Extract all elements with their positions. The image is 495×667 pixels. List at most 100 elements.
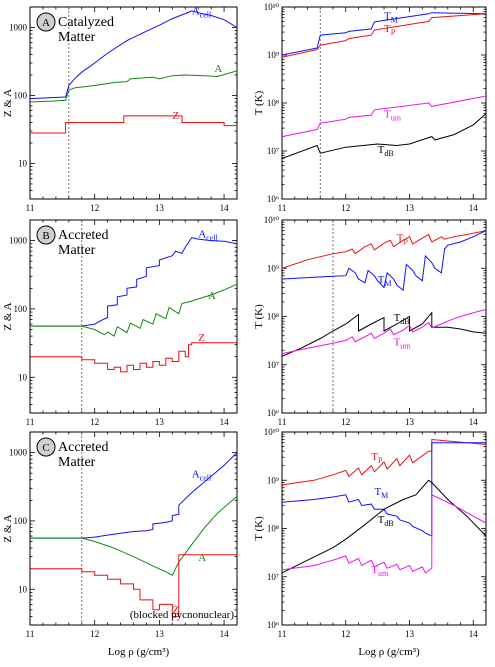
panel-c-right-xtick-label: 12 xyxy=(341,629,350,639)
panel-c-left-ylabel: Z & A xyxy=(2,514,14,542)
panel-c-left-series-label: Acell xyxy=(192,469,212,483)
panel-c-left-ytick-label: 10 xyxy=(18,584,28,594)
panel-a-left-ytick-label: 100 xyxy=(14,90,28,100)
panel-a-right-xtick-label: 14 xyxy=(469,203,479,213)
panel-a-left-title-line: Matter xyxy=(58,30,96,45)
panel-c-right-xtick-label: 14 xyxy=(469,629,479,639)
panel-c-right-ytick-label: 10⁷ xyxy=(267,572,279,582)
panel-c-left-series-a-line xyxy=(30,495,237,576)
panel-c-left-letter-circle xyxy=(36,437,56,457)
panel-c-left-xtick-label: 11 xyxy=(26,629,35,639)
panel-c-left-xlabel: Log ρ (g/cm³) xyxy=(108,646,170,658)
panel-c-left-series-z-line xyxy=(30,554,237,617)
panel-c-left-xtick-label: 14 xyxy=(220,629,230,639)
panel-a-right-ytick-label: 10¹⁰ xyxy=(264,2,280,12)
panel-a-right-xtick-label: 11 xyxy=(278,203,287,213)
panel-c-right-series-P-line xyxy=(282,438,486,486)
panel-b-right-xtick-label: 14 xyxy=(469,417,479,427)
panel-c-right-ytick-label: 10⁹ xyxy=(267,475,279,485)
panel-c-right-xlabel: Log ρ (g/cm³) xyxy=(358,646,420,658)
panel-b-right-frame xyxy=(281,219,487,414)
panel-b-right-ytick-label: 10⁶ xyxy=(267,408,279,418)
panel-a-right-ytick-label: 10⁶ xyxy=(267,194,279,204)
panel-b-left-series-label: Z xyxy=(198,332,205,344)
panel-a-right-ytick-label: 10⁸ xyxy=(267,98,279,108)
panel-a-right-series-label: Tum xyxy=(384,108,402,122)
panel-c-left-note: (blocked pycnonuclear) xyxy=(130,609,234,621)
panel-a-left-ytick-label: 10 xyxy=(18,158,28,168)
panel-b-right-xtick-label: 13 xyxy=(405,417,415,427)
panel-c-right-frame xyxy=(281,431,487,626)
panel-b-right-ytick-label: 10¹⁰ xyxy=(264,215,280,225)
panel-c-right-series-label: TP xyxy=(371,451,383,465)
panel-a-right-frame xyxy=(281,6,487,200)
panel-c-left-letter: C xyxy=(42,442,49,454)
panel-b-right-xtick-label: 12 xyxy=(341,417,350,427)
panel-c-right-series-um-line xyxy=(282,494,486,574)
panel-a-right-series-um-line xyxy=(282,95,486,138)
panel-b-right-series-label: TdB xyxy=(394,312,410,326)
panel-a-left-series-cell-line xyxy=(30,10,237,100)
panel-b-left-ylabel: Z & A xyxy=(2,302,14,330)
panel-b-left-series-label: A xyxy=(208,290,216,302)
panel-b-right-series-label: TM xyxy=(378,274,392,288)
panel-b-right-series-label: Tum xyxy=(394,337,412,351)
panel-c-right-series-label: TM xyxy=(374,486,388,500)
panel-b-left-letter: B xyxy=(42,230,49,242)
panel-b-left-series-label: Acell xyxy=(198,229,218,243)
panel-b-left-letter-circle xyxy=(36,225,56,245)
panel-b-left-title-line: Matter xyxy=(58,243,96,258)
panel-c-left-series-label: A xyxy=(198,552,206,564)
panel-c-right-series-dB-line xyxy=(282,479,486,574)
panel-c-right-ylabel: T (K) xyxy=(253,516,265,541)
panel-c-right-xtick-label: 11 xyxy=(278,629,287,639)
panel-a-right-series-label: TdB xyxy=(378,144,394,158)
panel-b-left-xtick-label: 12 xyxy=(90,417,99,427)
panel-a-left-xtick-label: 13 xyxy=(155,203,165,213)
panel-b-right-ytick-label: 10⁷ xyxy=(267,360,279,370)
panel-c-right-ytick-label: 10⁶ xyxy=(267,620,279,630)
panel-a-right-xtick-label: 12 xyxy=(341,203,350,213)
panel-a-left-xtick-label: 12 xyxy=(90,203,99,213)
panel-b-right-series-dB-line xyxy=(282,311,486,357)
panel-c-right-ytick-label: 10⁸ xyxy=(267,524,279,534)
panel-b-left-ytick-label: 10 xyxy=(18,372,28,382)
panel-c-left-xtick-label: 12 xyxy=(90,629,99,639)
panel-a-right-ylabel: T (K) xyxy=(253,90,265,115)
panel-c-right-series-label: TdB xyxy=(378,514,394,528)
panel-a-right-series-label: TM xyxy=(384,10,398,24)
panel-a-right-series-M-line xyxy=(282,12,486,56)
panel-c-left-xtick-label: 13 xyxy=(155,629,165,639)
panel-a-right-series-P-line xyxy=(282,13,486,58)
panel-c-left-series-cell-line xyxy=(30,452,237,539)
panel-b-right-series-label: TP xyxy=(397,232,409,246)
panel-c-right-xtick-label: 13 xyxy=(405,629,415,639)
panel-c-left-ytick-label: 100 xyxy=(14,516,28,526)
panel-b-right-ytick-label: 10⁸ xyxy=(267,312,279,322)
panel-c-left-title-line: Matter xyxy=(58,455,96,470)
panel-c-left-title-line: Accreted xyxy=(58,440,109,455)
panel-b-left-series-z-line xyxy=(30,342,237,373)
panel-b-left-series-a-line xyxy=(30,283,237,337)
panel-a-left-series-z-line xyxy=(30,115,237,134)
panel-b-right-xtick-label: 11 xyxy=(278,417,287,427)
panel-b-left-xtick-label: 14 xyxy=(220,417,230,427)
panel-a-left-series-label: A xyxy=(214,63,222,75)
panel-b-left-xtick-label: 13 xyxy=(155,417,165,427)
panel-a-left-ytick-label: 1000 xyxy=(9,22,28,32)
panel-b-right-ylabel: T (K) xyxy=(253,304,265,329)
panel-a-right-ytick-label: 10⁹ xyxy=(267,50,279,60)
panel-b-left-title-line: Accreted xyxy=(58,228,109,243)
panel-c-right-series-label: Tum xyxy=(371,564,389,578)
panel-c-left-ytick-label: 1000 xyxy=(9,448,28,458)
panel-c-right-ytick-label: 10¹⁰ xyxy=(264,427,280,437)
panel-b-right-series-P-line xyxy=(282,230,486,269)
panel-a-left-title-line: Catalyzed xyxy=(58,15,114,30)
panel-a-left-series-a-line xyxy=(30,70,237,103)
panel-a-right-xtick-label: 13 xyxy=(405,203,415,213)
panel-a-left-ylabel: Z & A xyxy=(2,89,14,117)
panel-b-right-series-M-line xyxy=(282,230,486,292)
panel-a-left-letter: A xyxy=(42,17,50,29)
panel-c-left-series-label: Z xyxy=(172,605,179,617)
